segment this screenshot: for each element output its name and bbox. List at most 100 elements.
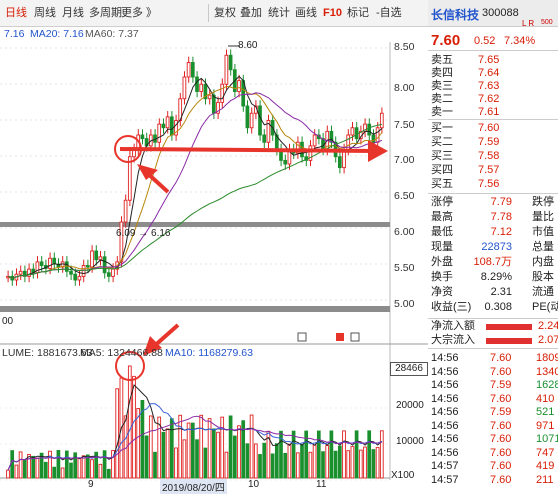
orderbook-sell-row[interactable]: 卖三 7.63 xyxy=(428,80,558,93)
tick-volume: 419 xyxy=(536,460,555,472)
marker-icon xyxy=(297,332,307,342)
volume-bar xyxy=(224,451,229,479)
candle-body xyxy=(367,123,372,136)
volume-bar xyxy=(148,415,153,479)
volume-bar xyxy=(169,418,174,479)
candle-body xyxy=(56,263,61,268)
volume-bar xyxy=(367,430,372,479)
period-toolbar: 日线 周线 月线 多周期 更多 》 复权 叠加 统计 画线 F10 标记 -自选 xyxy=(0,0,428,27)
volume-bar xyxy=(304,430,309,479)
orderbook-sell-row[interactable]: 卖四 7.64 xyxy=(428,67,558,80)
volume-bar xyxy=(220,416,225,479)
flow-value: 2.24 xyxy=(538,320,558,332)
candle-body xyxy=(73,273,78,281)
volume-bar xyxy=(300,444,304,479)
mark-button[interactable]: 标记 xyxy=(347,7,369,19)
candle-body xyxy=(98,256,103,261)
volume-cursor-box: 28466 xyxy=(390,362,428,376)
orderbook-level-price: 7.56 xyxy=(478,178,500,190)
volume-bar xyxy=(178,414,183,479)
remove-watchlist-button[interactable]: -自选 xyxy=(376,7,402,19)
overlay-button[interactable]: 叠加 xyxy=(240,7,262,19)
statistics-button[interactable]: 统计 xyxy=(268,7,290,19)
orderbook-sell-row[interactable]: 卖五 7.65 xyxy=(428,54,558,67)
orderbook-buy-row[interactable]: 买二 7.59 xyxy=(428,136,558,149)
stat-row: 外盘 108.7万 内盘 xyxy=(428,256,558,269)
tab-weekly[interactable]: 周线 xyxy=(34,7,56,19)
stat-row: 现量 22873 总量 xyxy=(428,241,558,254)
tick-time: 14:56 xyxy=(431,446,459,459)
annotation-arrow-head xyxy=(368,140,388,162)
restore-rights-button[interactable]: 复权 xyxy=(214,7,236,19)
orderbook-level-label: 卖一 xyxy=(431,106,453,118)
orderbook-buy-row[interactable]: 买五 7.56 xyxy=(428,178,558,191)
orderbook-buy-row[interactable]: 买四 7.57 xyxy=(428,164,558,177)
orderbook-sell-row[interactable]: 卖一 7.61 xyxy=(428,106,558,119)
volume-bar xyxy=(22,459,27,479)
ma-line xyxy=(7,123,382,279)
volume-bar xyxy=(258,454,262,479)
volume-value: LUME: 1881673.63 xyxy=(2,347,93,359)
stat-label: 最低 xyxy=(431,226,453,238)
support-bar xyxy=(0,222,390,227)
f10-button[interactable]: F10 xyxy=(323,7,342,19)
kline-chart[interactable] xyxy=(0,0,428,491)
date-tick: 10 xyxy=(248,479,260,490)
volume-bar xyxy=(199,414,204,479)
volume-bar xyxy=(237,425,241,479)
price-tick: 6.50 xyxy=(394,190,415,202)
tick-price: 7.60 xyxy=(490,460,512,472)
volume-bar xyxy=(81,455,86,479)
volume-bar xyxy=(77,458,82,479)
price-tick: 5.50 xyxy=(394,262,415,274)
orderbook-buy-row[interactable]: 买一 7.60 xyxy=(428,122,558,135)
stat-label-2: 市值 xyxy=(532,226,554,238)
candle-body xyxy=(371,134,376,143)
volume-ma5: MA5: 1324466.88 xyxy=(80,347,163,359)
volume-bar xyxy=(379,430,384,479)
stat-row: 收益(三) 0.308 PE(动) xyxy=(428,301,558,314)
orderbook-buy-row[interactable]: 买三 7.58 xyxy=(428,150,558,163)
candle-body xyxy=(161,123,166,129)
orderbook-level-label: 买四 xyxy=(431,164,453,176)
stat-row: 换手 8.29% 股本 xyxy=(428,271,558,284)
tick-price: 7.60 xyxy=(490,419,512,432)
tick-time: 14:56 xyxy=(431,406,459,418)
tab-multi-period[interactable]: 多周期 xyxy=(89,7,122,19)
candle-body xyxy=(157,123,162,143)
flow-label: 大宗流入 xyxy=(431,334,475,346)
draw-line-button[interactable]: 画线 xyxy=(295,7,317,19)
stat-row: 净资 2.31 流通 xyxy=(428,286,558,299)
stat-label: 净资 xyxy=(431,286,453,298)
tab-more[interactable]: 更多 》 xyxy=(121,7,158,19)
tick-row: 14:56 7.60 410 xyxy=(428,392,558,406)
flow-label: 净流入额 xyxy=(431,320,475,332)
tab-monthly[interactable]: 月线 xyxy=(62,7,84,19)
volume-bar xyxy=(27,453,31,479)
volume-ma-line xyxy=(7,415,383,471)
candle-body xyxy=(379,112,384,129)
volume-bar xyxy=(6,469,10,479)
tick-time: 14:56 xyxy=(431,433,459,445)
tab-daily[interactable]: 日线 xyxy=(5,7,27,19)
tick-volume: 1809 xyxy=(536,352,558,364)
tick-volume: 521 xyxy=(536,406,555,418)
volume-bar xyxy=(295,452,300,479)
tick-price: 7.60 xyxy=(490,365,512,378)
price-change: 0.52 xyxy=(474,35,496,47)
candle-body xyxy=(18,270,23,275)
baseline-bar xyxy=(0,306,390,312)
marker-icon xyxy=(350,332,360,342)
flow-value: 2.07 xyxy=(538,334,558,346)
candle-body xyxy=(337,156,342,169)
tick-time: 14:56 xyxy=(431,419,459,432)
candle-body xyxy=(266,120,271,143)
tick-volume: 1340 xyxy=(536,365,558,378)
volume-bar xyxy=(115,388,120,479)
orderbook-sell-row[interactable]: 卖二 7.62 xyxy=(428,93,558,106)
orderbook-level-price: 7.58 xyxy=(478,150,500,162)
volume-bar xyxy=(321,451,325,479)
tick-volume: 410 xyxy=(536,392,555,405)
candle-body xyxy=(111,268,115,277)
candle-body xyxy=(207,94,212,100)
